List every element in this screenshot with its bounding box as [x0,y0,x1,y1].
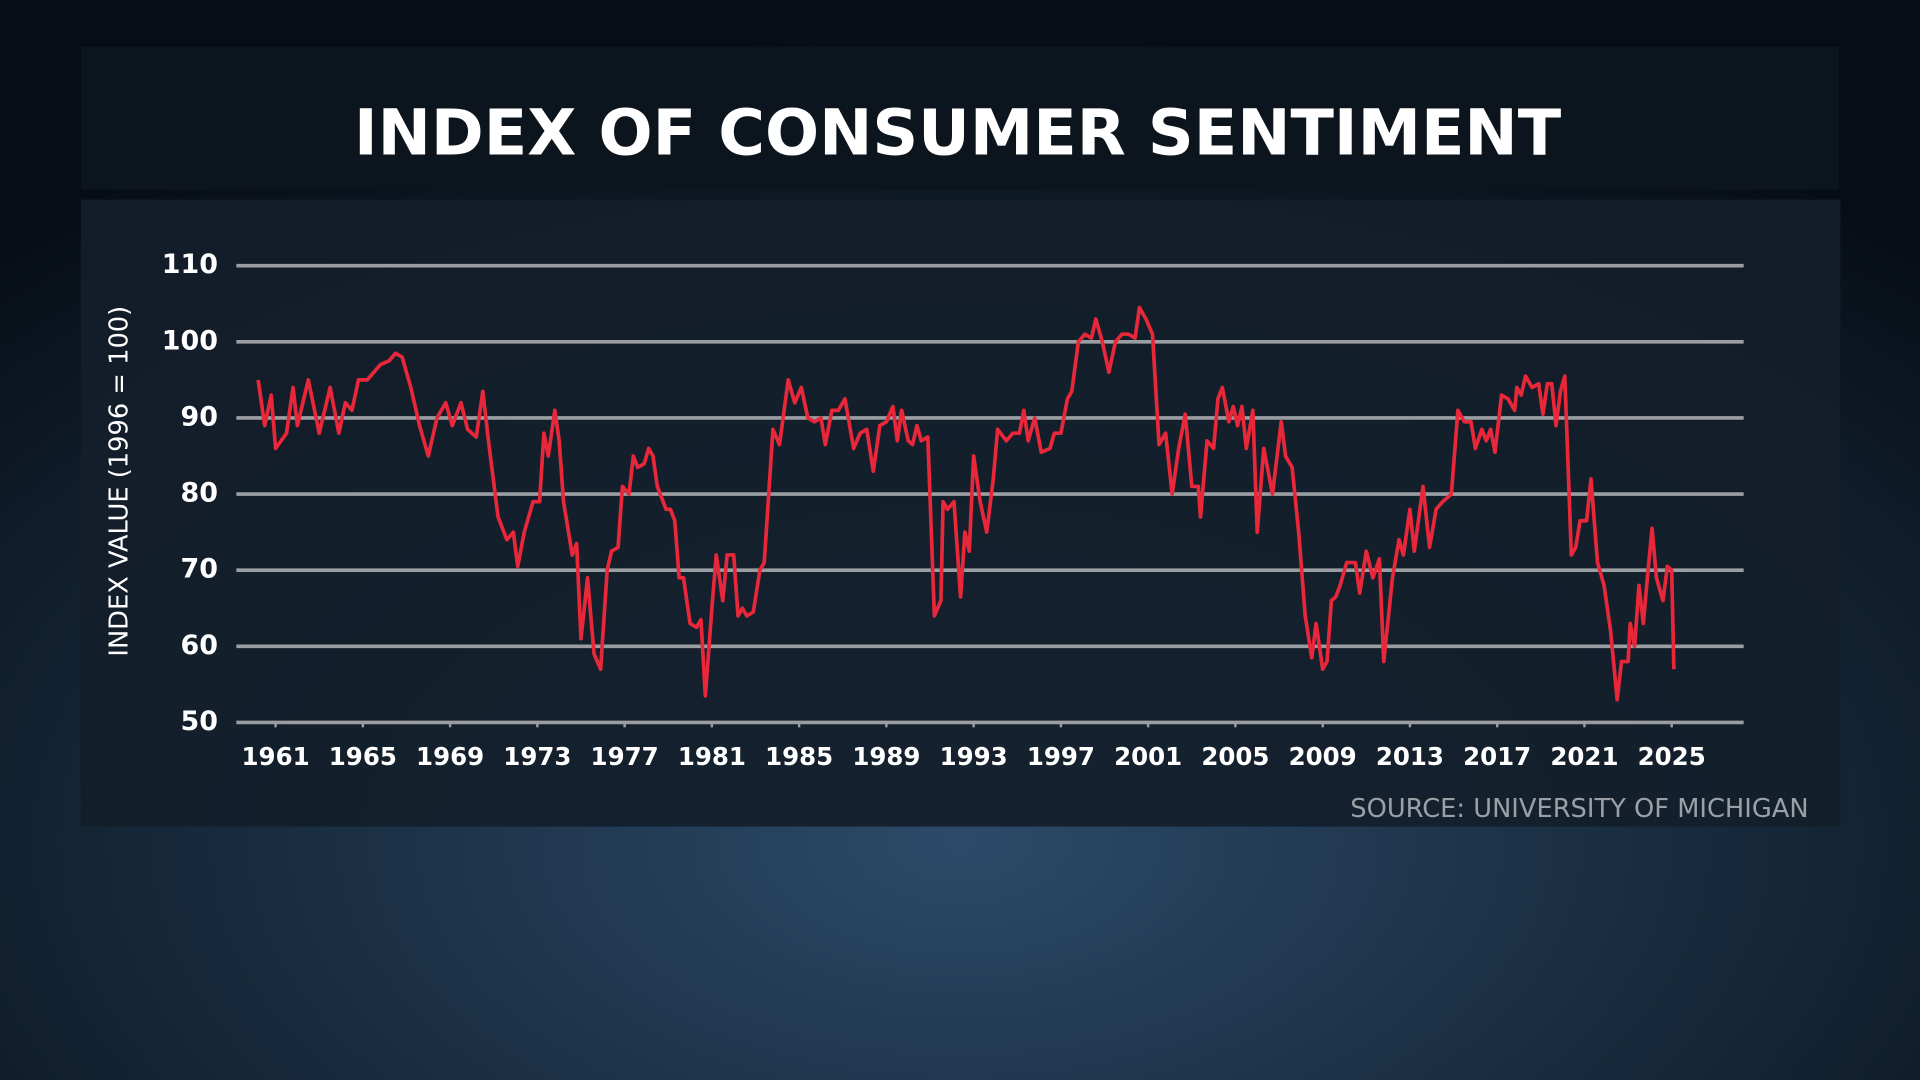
x-tick-label: 2025 [1638,742,1706,771]
x-tick-label: 1993 [940,742,1008,771]
x-tick-label: 2017 [1463,742,1531,771]
x-tick-label: 2001 [1114,742,1182,771]
y-tick-label: 100 [162,325,218,356]
y-tick-label: 50 [180,706,217,737]
x-tick-label: 1985 [765,742,833,771]
y-tick-label: 110 [162,249,218,280]
x-tick-label: 1969 [416,742,484,771]
x-tick-label: 2005 [1201,742,1269,771]
x-tick-label: 1977 [591,742,659,771]
chart-panel [80,199,1841,827]
source-note: SOURCE: UNIVERSITY OF MICHIGAN [1350,794,1808,824]
x-tick-label: 1961 [242,742,310,771]
chart-title: INDEX OF CONSUMER SENTIMENT [354,97,1562,171]
y-tick-label: 80 [180,478,217,509]
data-line [256,305,1676,702]
x-tick-label: 1965 [329,742,397,771]
x-tick-label: 1989 [852,742,920,771]
x-tick-label: 2009 [1289,742,1357,771]
x-tick-label: 1981 [678,742,746,771]
x-tick-label: 1997 [1027,742,1095,771]
y-tick-label: 70 [180,554,217,585]
x-tick-label: 2021 [1550,742,1618,771]
x-tick-label: 2013 [1376,742,1444,771]
x-tick-label: 1973 [503,742,571,771]
y-tick-label: 90 [180,401,217,432]
title-band [80,46,1840,190]
y-tick-label: 60 [180,630,217,661]
y-axis-label: INDEX VALUE (1996 = 100) [105,306,135,657]
